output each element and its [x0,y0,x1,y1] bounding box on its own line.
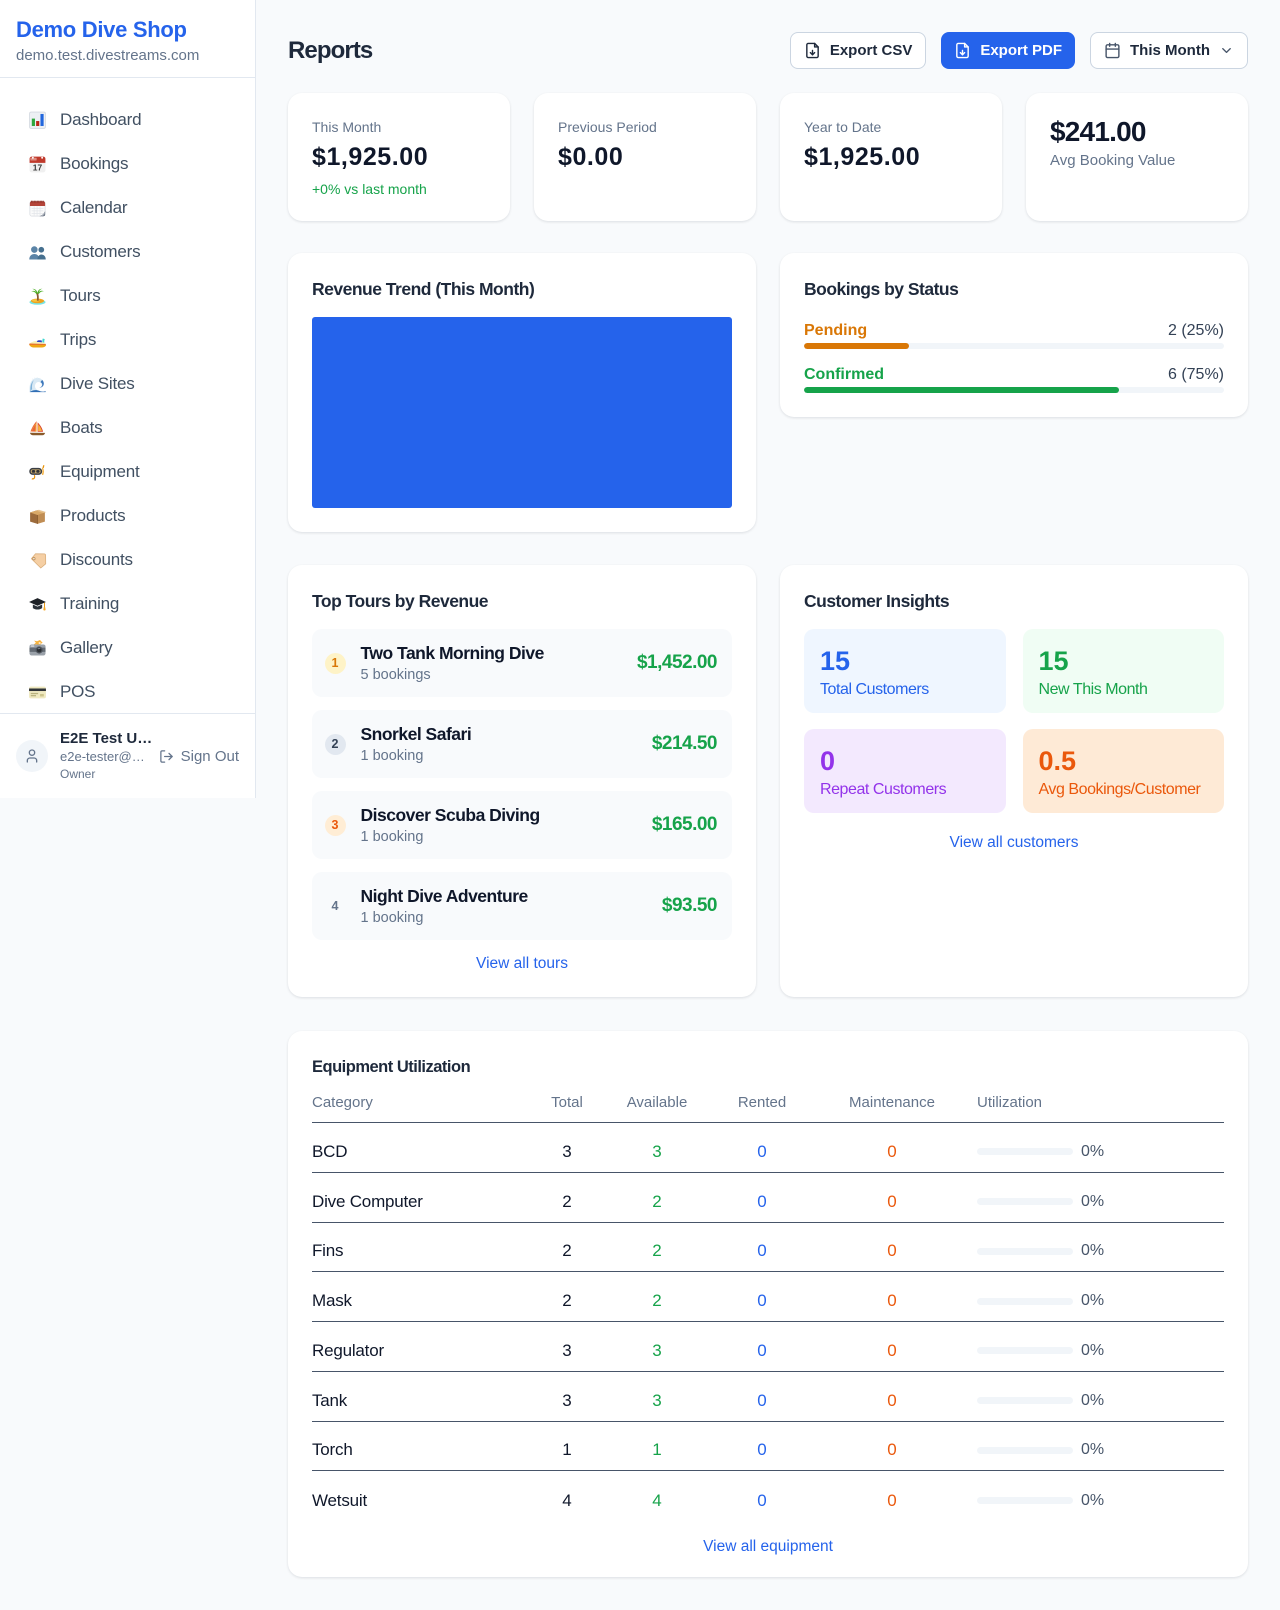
svg-text:17: 17 [33,162,43,172]
